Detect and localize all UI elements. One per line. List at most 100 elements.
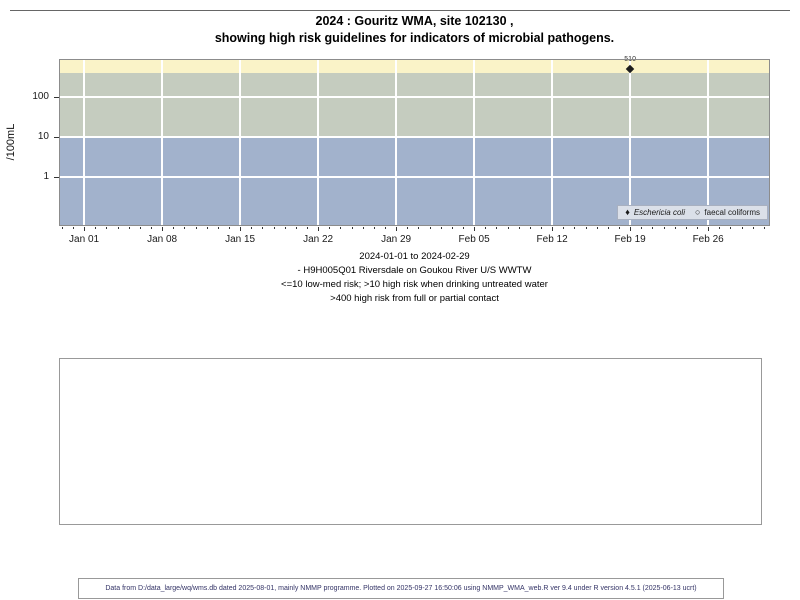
y-tick-label: 10	[37, 130, 49, 142]
x-minor-tick	[607, 227, 609, 229]
chart-title-line1: 2024 : Gouritz WMA, site 102130 ,	[315, 14, 514, 28]
y-axis: 1 10 100	[0, 59, 59, 226]
x-minor-tick	[763, 227, 765, 229]
x-minor-tick	[518, 227, 520, 229]
x-minor-tick	[685, 227, 687, 229]
x-minor-tick	[741, 227, 743, 229]
x-minor-tick	[641, 227, 643, 229]
x-tick-label: Feb 05	[458, 234, 490, 245]
x-minor-tick	[418, 227, 420, 229]
x-minor-tick	[507, 227, 509, 229]
x-minor-tick	[719, 227, 721, 229]
caption-contact-risk-guideline: >400 high risk from full or partial cont…	[330, 293, 499, 304]
x-minor-tick	[262, 227, 264, 229]
x-major-tick	[162, 227, 164, 231]
top-divider-rule	[10, 10, 790, 11]
gridline-vertical	[629, 59, 632, 226]
x-minor-tick	[106, 227, 108, 229]
x-minor-tick	[128, 227, 130, 229]
x-minor-tick	[340, 227, 342, 229]
x-minor-tick	[228, 227, 230, 229]
x-tick-label: Feb 12	[536, 234, 568, 245]
chart-title-line2: showing high risk guidelines for indicat…	[214, 31, 615, 45]
x-minor-tick	[206, 227, 208, 229]
gridline-vertical	[551, 59, 554, 226]
filled-diamond-icon: ♦	[625, 207, 630, 217]
x-minor-tick	[72, 227, 74, 229]
chart-legend: ♦ Eschericia coli ○ faecal coliforms	[617, 205, 768, 220]
x-major-tick	[84, 227, 86, 231]
legend-item: ○ faecal coliforms	[694, 207, 760, 218]
footer-box: Data from D:/data_large/wq/wms.db dated …	[78, 578, 724, 599]
x-minor-tick	[429, 227, 431, 229]
gridline-vertical	[83, 59, 86, 226]
x-minor-tick	[373, 227, 375, 229]
open-circle-icon: ○	[694, 207, 701, 217]
x-major-tick	[552, 227, 554, 231]
x-minor-tick	[407, 227, 409, 229]
x-minor-tick	[485, 227, 487, 229]
gridline-vertical	[473, 59, 476, 226]
x-minor-tick	[384, 227, 386, 229]
y-tick	[54, 176, 59, 178]
x-minor-tick	[61, 227, 63, 229]
x-minor-tick	[652, 227, 654, 229]
x-minor-tick	[362, 227, 364, 229]
x-minor-tick	[184, 227, 186, 229]
gridline-horizontal	[59, 135, 770, 138]
x-minor-tick	[618, 227, 620, 229]
x-minor-tick	[195, 227, 197, 229]
x-minor-tick	[540, 227, 542, 229]
y-tick-label: 100	[32, 90, 49, 102]
x-minor-tick	[752, 227, 754, 229]
x-minor-tick	[529, 227, 531, 229]
gridline-vertical	[239, 59, 242, 226]
y-tick-label: 1	[43, 170, 49, 182]
x-minor-tick	[295, 227, 297, 229]
caption-drinking-risk-guideline: <=10 low-med risk; >10 high risk when dr…	[281, 279, 548, 290]
x-minor-tick	[440, 227, 442, 229]
x-minor-tick	[663, 227, 665, 229]
legend-label: Eschericia coli	[633, 208, 685, 217]
x-minor-tick	[596, 227, 598, 229]
y-tick	[54, 96, 59, 98]
x-major-tick	[396, 227, 398, 231]
x-minor-tick	[496, 227, 498, 229]
footer-provenance-text: Data from D:/data_large/wq/wms.db dated …	[105, 585, 697, 592]
x-minor-tick	[173, 227, 175, 229]
x-minor-tick	[563, 227, 565, 229]
x-tick-label: Feb 26	[692, 234, 724, 245]
x-tick-label: Feb 19	[614, 234, 646, 245]
x-minor-tick	[95, 227, 97, 229]
x-axis: Jan 01 Jan 08 Jan 15 Jan 22 Jan 29 Feb 05 Feb …	[59, 226, 770, 252]
y-tick	[54, 136, 59, 138]
x-minor-tick	[273, 227, 275, 229]
x-minor-tick	[139, 227, 141, 229]
gridline-vertical	[395, 59, 398, 226]
x-minor-tick	[674, 227, 676, 229]
x-tick-label: Jan 15	[225, 234, 256, 245]
caption-site-description: - H9H005Q01 Riversdale on Goukou River U…	[297, 265, 532, 276]
x-major-tick	[318, 227, 320, 231]
x-minor-tick	[217, 227, 219, 229]
risk-band	[59, 59, 770, 73]
empty-panel	[59, 358, 762, 525]
x-major-tick	[630, 227, 632, 231]
x-minor-tick	[697, 227, 698, 229]
gridline-vertical	[317, 59, 320, 226]
x-minor-tick	[730, 227, 732, 229]
x-tick-label: Jan 01	[69, 234, 100, 245]
x-tick-label: Jan 22	[303, 234, 334, 245]
chart-caption: 2024-01-01 to 2024-02-29 - H9H005Q01 Riv…	[59, 250, 770, 306]
legend-item: ♦ Eschericia coli	[625, 207, 685, 218]
x-minor-tick	[462, 227, 464, 229]
x-minor-tick	[585, 227, 587, 229]
x-minor-tick	[574, 227, 576, 229]
x-minor-tick	[284, 227, 286, 229]
x-minor-tick	[351, 227, 353, 229]
legend-label: faecal coliforms	[704, 208, 760, 217]
x-minor-tick	[117, 227, 119, 229]
gridline-vertical	[707, 59, 710, 226]
gridline-horizontal	[59, 95, 770, 98]
